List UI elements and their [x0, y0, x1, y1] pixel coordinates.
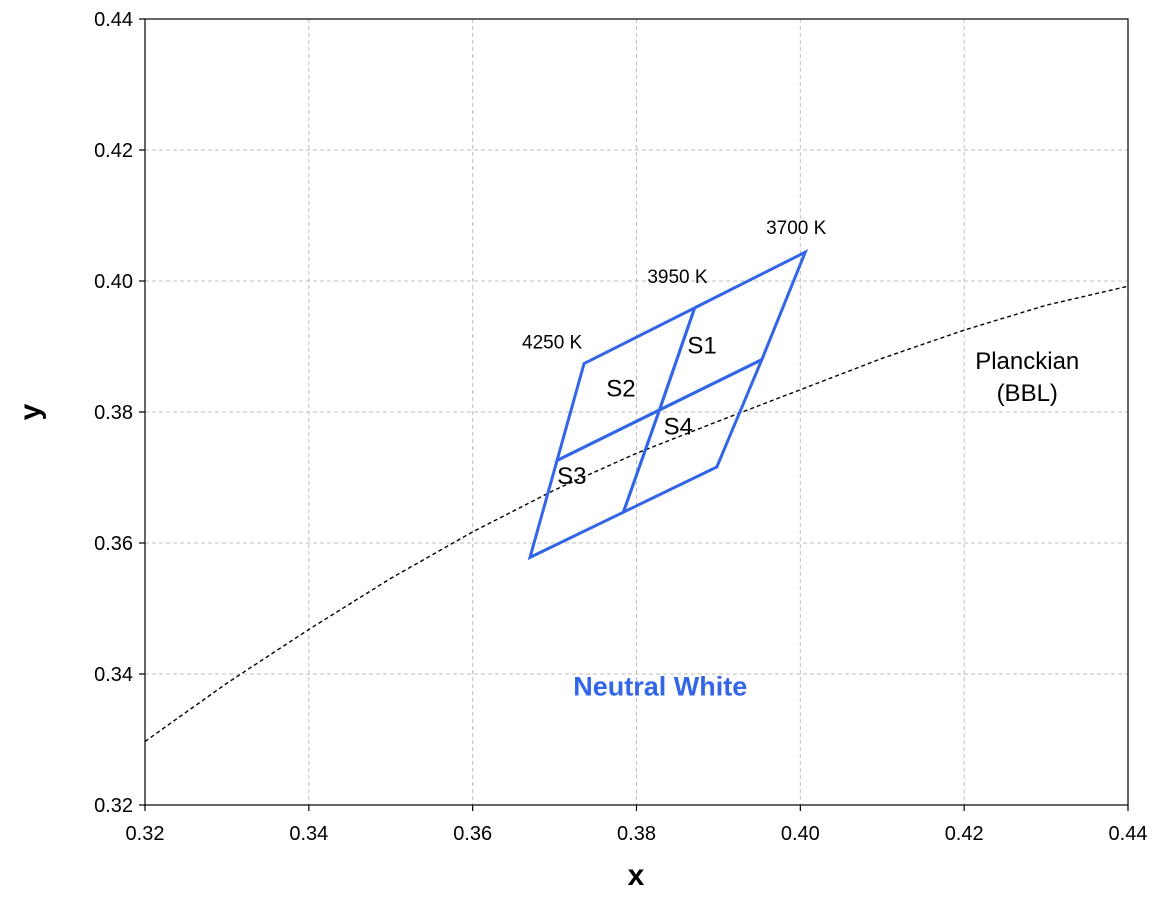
- planckian-label: Planckian: [975, 348, 1079, 375]
- label-layer: 3700 K 3950 K 4250 K S1 S2 S3 S4 Planckian (BBL)…: [522, 218, 1079, 702]
- x-tick-label: 0.36: [453, 823, 492, 845]
- x-tick-label: 0.42: [945, 823, 984, 845]
- y-tick-label: 0.42: [94, 140, 133, 162]
- planckian-label: (BBL): [997, 380, 1058, 407]
- cct-label: 3950 K: [647, 267, 708, 288]
- curve-layer: [144, 285, 1129, 743]
- x-tick-label: 0.32: [126, 823, 165, 845]
- cct-label: 3700 K: [766, 218, 827, 239]
- region-label-s3: S3: [557, 463, 586, 490]
- y-axis-title: y: [14, 403, 47, 420]
- quadrangle-s3: [527, 407, 663, 561]
- quadrangle-s4: [620, 356, 765, 516]
- y-tick-label: 0.40: [94, 271, 133, 293]
- group-label: Neutral White: [573, 672, 747, 702]
- x-tick-label: 0.34: [289, 823, 328, 845]
- y-tick-label: 0.34: [94, 664, 133, 686]
- grid-layer: [145, 19, 1128, 805]
- y-tick-label: 0.38: [94, 402, 133, 424]
- x-tick-label: 0.44: [1109, 823, 1148, 845]
- region-label-s1: S1: [687, 333, 716, 360]
- y-tick-label: 0.36: [94, 533, 133, 555]
- cct-label: 4250 K: [522, 332, 583, 353]
- region-label-s4: S4: [664, 413, 693, 440]
- y-tick-label: 0.32: [94, 795, 133, 817]
- y-tick-label: 0.44: [94, 9, 133, 31]
- x-axis-title: x: [628, 859, 645, 892]
- tick-layer: 0.32 0.34 0.36 0.38 0.40 0.42 0.44 0.32 0.34 0.36…: [94, 9, 1147, 845]
- planckian-curve: [144, 285, 1129, 743]
- quadrangle-layer: [527, 249, 809, 561]
- x-tick-label: 0.40: [781, 823, 820, 845]
- x-tick-label: 0.38: [617, 823, 656, 845]
- region-label-s2: S2: [606, 375, 635, 402]
